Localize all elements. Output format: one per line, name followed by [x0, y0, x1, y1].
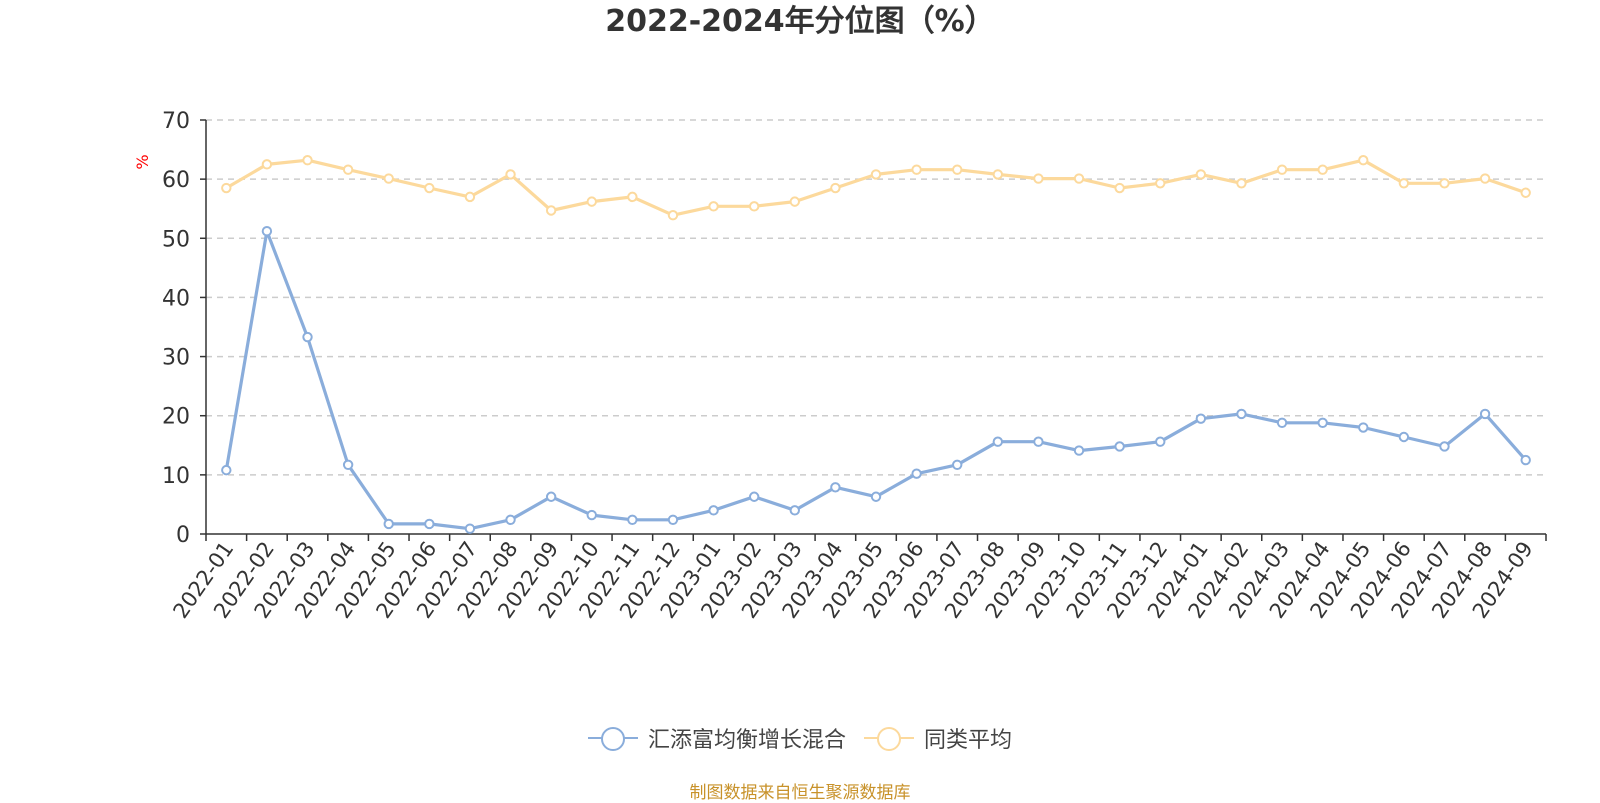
data-point-fund: [1236, 408, 1247, 420]
data-point-peer-average: [586, 196, 597, 207]
data-source-note: 制图数据来自恒生聚源数据库: [689, 783, 911, 803]
data-point-peer-average: [789, 196, 800, 207]
data-point-peer-average: [464, 191, 476, 203]
data-point-fund: [708, 505, 719, 516]
legend-item-fund[interactable]: 汇添富均衡增长混合: [587, 722, 846, 754]
data-point-fund: [870, 491, 882, 502]
series-line-peer-average: [225, 158, 1527, 217]
data-point-peer-average: [505, 169, 516, 180]
y-tick-label: 70: [162, 109, 190, 134]
data-point-fund: [545, 491, 557, 502]
data-point-peer-average: [302, 155, 313, 166]
data-point-fund: [667, 514, 679, 526]
y-tick-label: 20: [162, 405, 190, 430]
data-point-peer-average: [1195, 169, 1207, 180]
legend-item-peer-average[interactable]: 同类平均: [864, 722, 1012, 754]
data-point-peer-average: [911, 164, 922, 175]
data-point-peer-average: [1479, 173, 1491, 184]
legend-label-fund: 汇添富均衡增长混合: [647, 728, 846, 753]
data-point-peer-average: [627, 191, 638, 203]
data-point-peer-average: [545, 205, 557, 216]
data-point-fund: [342, 459, 354, 471]
y-tick-label: 30: [162, 346, 190, 371]
data-point-fund: [748, 491, 760, 502]
data-point-peer-average: [748, 201, 760, 212]
data-point-peer-average: [1236, 178, 1247, 189]
data-point-peer-average: [992, 169, 1004, 180]
data-point-fund: [1398, 431, 1410, 443]
data-point-peer-average: [1439, 178, 1450, 189]
data-point-peer-average: [1155, 178, 1166, 189]
data-point-peer-average: [221, 182, 232, 194]
y-tick-label: 10: [162, 464, 190, 489]
data-point-peer-average: [1073, 173, 1085, 184]
data-point-fund: [302, 331, 313, 343]
data-point-fund: [789, 505, 800, 516]
data-point-fund: [505, 514, 516, 526]
data-point-fund: [1520, 454, 1531, 466]
series-line-fund: [224, 229, 1527, 531]
legend: 汇添富均衡增长混合 同类平均: [0, 722, 1600, 754]
data-point-fund: [992, 436, 1004, 447]
data-point-fund: [464, 523, 476, 534]
data-point-fund: [830, 482, 841, 493]
data-point-fund: [952, 459, 963, 471]
y-tick-label: 60: [162, 168, 190, 193]
y-tick-label: 40: [162, 286, 190, 311]
data-point-peer-average: [1317, 164, 1328, 175]
data-point-peer-average: [261, 159, 273, 170]
y-tick-label: 50: [162, 227, 190, 252]
data-point-peer-average: [830, 182, 841, 194]
y-tick-label: 0: [176, 523, 190, 548]
line-chart: 010203040506070%2022-012022-022022-03202…: [133, 109, 1547, 623]
data-point-fund: [221, 464, 232, 476]
legend-marker-peer-average: [864, 727, 914, 751]
data-point-peer-average: [383, 173, 394, 184]
data-point-peer-average: [1358, 155, 1369, 166]
data-point-fund: [1276, 417, 1288, 429]
legend-label-peer-average: 同类平均: [924, 728, 1013, 753]
data-point-fund: [1479, 408, 1491, 420]
data-point-fund: [1073, 445, 1085, 456]
data-point-fund: [261, 225, 273, 237]
data-point-fund: [586, 509, 597, 521]
legend-marker-fund: [587, 727, 638, 751]
data-point-peer-average: [870, 169, 882, 180]
data-point-peer-average: [667, 210, 679, 221]
data-point-peer-average: [952, 164, 963, 175]
data-point-peer-average: [424, 182, 435, 194]
data-point-fund: [1439, 441, 1450, 452]
data-point-peer-average: [708, 201, 719, 212]
data-point-peer-average: [1276, 164, 1288, 175]
data-point-peer-average: [1114, 182, 1125, 194]
data-point-fund: [911, 468, 922, 479]
data-point-fund: [1155, 436, 1166, 447]
chart-title: 2022-2024年分位图（%）: [605, 4, 995, 39]
y-axis-label: %: [133, 154, 152, 169]
data-point-peer-average: [1398, 178, 1410, 189]
data-point-fund: [1317, 417, 1328, 429]
data-point-peer-average: [1520, 187, 1531, 198]
data-point-fund: [424, 518, 435, 530]
data-point-fund: [1033, 436, 1044, 447]
data-point-peer-average: [342, 164, 354, 175]
data-point-fund: [627, 514, 638, 526]
data-point-fund: [1195, 413, 1207, 424]
data-point-fund: [383, 518, 394, 530]
data-point-peer-average: [1033, 173, 1044, 184]
data-point-fund: [1358, 422, 1369, 433]
data-point-fund: [1114, 441, 1125, 452]
